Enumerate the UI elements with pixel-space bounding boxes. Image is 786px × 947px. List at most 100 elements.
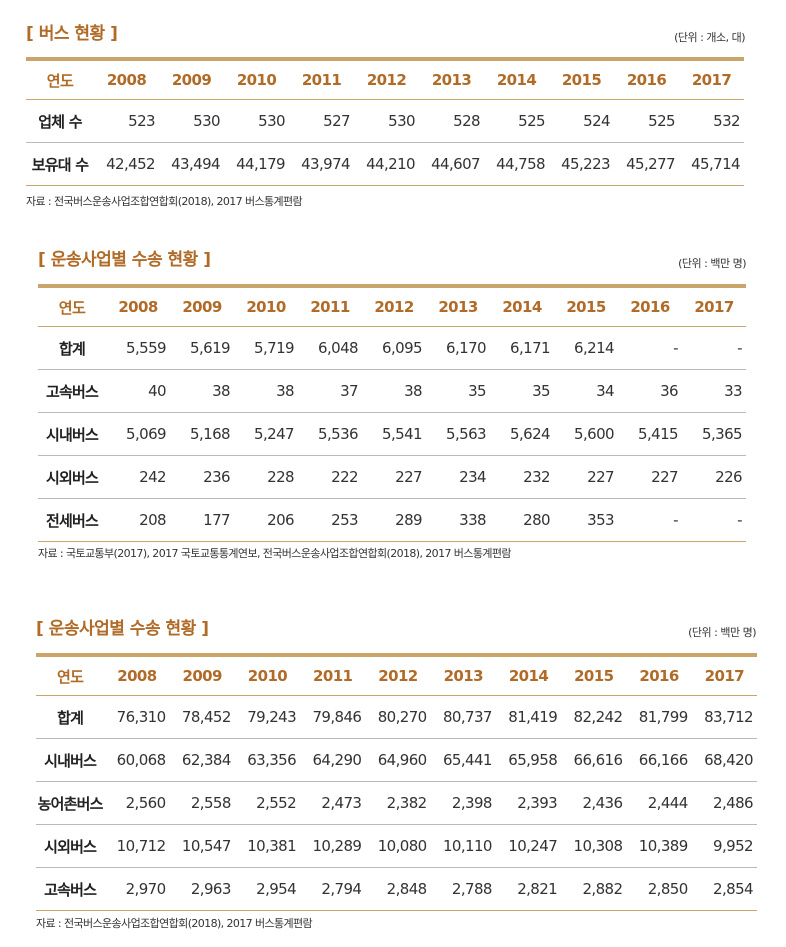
year-cell: 2015 bbox=[554, 284, 618, 327]
value-cell: 289 bbox=[362, 498, 426, 542]
year-cell: 2014 bbox=[490, 284, 554, 327]
year-header: 연도 bbox=[38, 284, 106, 327]
value-cell: 177 bbox=[170, 498, 234, 542]
value-cell: 232 bbox=[490, 455, 554, 499]
value-cell: 6,048 bbox=[298, 326, 362, 370]
value-cell: 10,289 bbox=[300, 824, 366, 868]
value-cell: 2,970 bbox=[104, 867, 170, 911]
row-label: 시외버스 bbox=[38, 455, 106, 499]
year-cell: 2017 bbox=[682, 284, 746, 327]
value-cell: 64,290 bbox=[300, 738, 366, 782]
value-cell: 82,242 bbox=[561, 695, 627, 739]
value-cell: - bbox=[618, 326, 682, 370]
value-cell: 5,536 bbox=[298, 412, 362, 456]
year-cell: 2008 bbox=[106, 284, 170, 327]
table-row: 보유대 수 42,452 43,494 44,179 43,974 44,210 44,60… bbox=[26, 142, 744, 186]
value-cell: 527 bbox=[289, 99, 354, 143]
value-cell: 44,179 bbox=[224, 142, 289, 186]
value-cell: 34 bbox=[554, 369, 618, 413]
value-cell: 66,166 bbox=[626, 738, 692, 782]
value-cell: 2,788 bbox=[430, 867, 496, 911]
source-note: 자료 : 국토교통부(2017), 2017 국토교통통계연보, 전국버스운송사… bbox=[38, 547, 512, 560]
year-header: 연도 bbox=[36, 653, 105, 696]
transport-status-table-2: 연도 2008 2009 2010 2011 2012 2013 2014 20… bbox=[36, 653, 757, 911]
value-cell: 2,558 bbox=[169, 781, 235, 825]
value-cell: 38 bbox=[234, 369, 298, 413]
value-cell: 530 bbox=[354, 99, 419, 143]
value-cell: 524 bbox=[549, 99, 614, 143]
value-cell: 523 bbox=[94, 99, 159, 143]
year-cell: 2011 bbox=[298, 284, 362, 327]
year-cell: 2017 bbox=[691, 653, 757, 696]
value-cell: 206 bbox=[234, 498, 298, 542]
value-cell: 83,712 bbox=[691, 695, 757, 739]
value-cell: 2,854 bbox=[691, 867, 757, 911]
bus-status-table: 연도 2008 2009 2010 2011 2012 2013 2014 20… bbox=[26, 57, 744, 186]
value-cell: 68,420 bbox=[691, 738, 757, 782]
value-cell: 353 bbox=[554, 498, 618, 542]
value-cell: 10,547 bbox=[169, 824, 235, 868]
value-cell: 227 bbox=[618, 455, 682, 499]
table-row: 시외버스 10,712 10,547 10,381 10,289 10,080 10,110… bbox=[36, 824, 757, 868]
value-cell: 10,308 bbox=[561, 824, 627, 868]
value-cell: 78,452 bbox=[169, 695, 235, 739]
value-cell: 81,419 bbox=[495, 695, 562, 739]
value-cell: 10,712 bbox=[104, 824, 170, 868]
table-row: 고속버스 2,970 2,963 2,954 2,794 2,848 2,788 2,821 2… bbox=[36, 867, 757, 911]
row-label: 농어촌버스 bbox=[36, 781, 105, 825]
row-label: 합계 bbox=[36, 695, 105, 739]
row-label: 합계 bbox=[38, 326, 106, 370]
value-cell: 62,384 bbox=[169, 738, 235, 782]
value-cell: 2,552 bbox=[234, 781, 301, 825]
value-cell: 5,563 bbox=[426, 412, 490, 456]
value-cell: 80,737 bbox=[430, 695, 496, 739]
value-cell: 222 bbox=[298, 455, 362, 499]
year-cell: 2013 bbox=[419, 57, 484, 100]
value-cell: 33 bbox=[682, 369, 746, 413]
value-cell: 44,758 bbox=[484, 142, 549, 186]
value-cell: 5,415 bbox=[618, 412, 682, 456]
year-cell: 2015 bbox=[549, 57, 614, 100]
value-cell: 63,356 bbox=[234, 738, 301, 782]
value-cell: 5,247 bbox=[234, 412, 298, 456]
value-cell: 2,821 bbox=[495, 867, 562, 911]
value-cell: 227 bbox=[554, 455, 618, 499]
value-cell: 2,882 bbox=[561, 867, 627, 911]
year-cell: 2011 bbox=[300, 653, 366, 696]
value-cell: 76,310 bbox=[104, 695, 170, 739]
value-cell: 79,846 bbox=[300, 695, 366, 739]
value-cell: 227 bbox=[362, 455, 426, 499]
value-cell: - bbox=[682, 498, 746, 542]
row-label: 보유대 수 bbox=[26, 142, 94, 186]
value-cell: 2,794 bbox=[300, 867, 366, 911]
table-row: 시외버스 242 236 228 222 227 234 232 227 227 226 bbox=[38, 455, 746, 499]
year-cell: 2012 bbox=[365, 653, 431, 696]
section-title-transport-status: [ 운송사업별 수송 현황 ] bbox=[36, 619, 209, 639]
value-cell: 5,559 bbox=[106, 326, 170, 370]
source-note: 자료 : 전국버스운송사업조합연합회(2018), 2017 버스통계편람 bbox=[36, 917, 313, 930]
value-cell: 226 bbox=[682, 455, 746, 499]
value-cell: 5,168 bbox=[170, 412, 234, 456]
value-cell: 5,600 bbox=[554, 412, 618, 456]
unit-label: (단위 : 백만 명) bbox=[678, 257, 746, 270]
value-cell: 525 bbox=[614, 99, 679, 143]
year-cell: 2009 bbox=[169, 653, 235, 696]
value-cell: 44,607 bbox=[419, 142, 484, 186]
row-label: 시내버스 bbox=[36, 738, 105, 782]
year-cell: 2013 bbox=[430, 653, 496, 696]
value-cell: 65,958 bbox=[495, 738, 562, 782]
value-cell: 43,974 bbox=[289, 142, 354, 186]
value-cell: 525 bbox=[484, 99, 549, 143]
table-row: 합계 5,559 5,619 5,719 6,048 6,095 6,170 6,171 6,2… bbox=[38, 326, 746, 370]
source-note: 자료 : 전국버스운송사업조합연합회(2018), 2017 버스통계편람 bbox=[26, 195, 303, 208]
table-row: 전세버스 208 177 206 253 289 338 280 353- - bbox=[38, 498, 746, 542]
year-cell: 2010 bbox=[234, 653, 301, 696]
value-cell: 5,719 bbox=[234, 326, 298, 370]
value-cell: 45,714 bbox=[679, 142, 744, 186]
value-cell: 36 bbox=[618, 369, 682, 413]
value-cell: 234 bbox=[426, 455, 490, 499]
row-label: 시외버스 bbox=[36, 824, 105, 868]
table-row: 고속버스 40 38 38 37 38 35 35 34 36 33 bbox=[38, 369, 746, 413]
year-cell: 2008 bbox=[94, 57, 159, 100]
value-cell: 35 bbox=[490, 369, 554, 413]
